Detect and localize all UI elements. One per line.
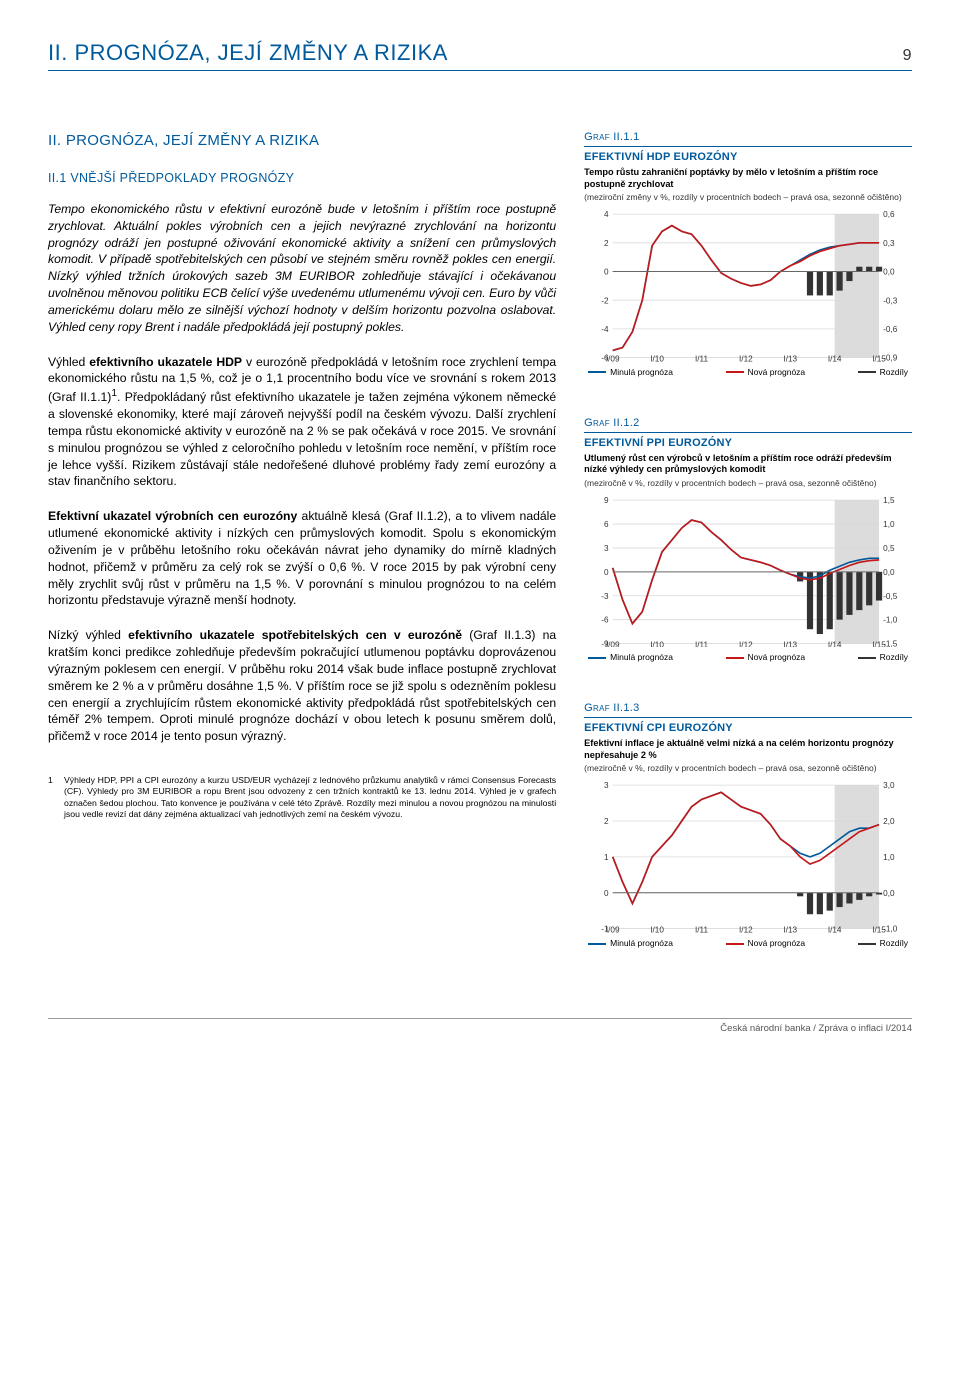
svg-text:I/11: I/11 — [695, 355, 708, 362]
svg-text:I/14: I/14 — [828, 926, 842, 933]
svg-text:I/14: I/14 — [828, 640, 842, 647]
svg-text:I/10: I/10 — [650, 640, 664, 647]
svg-text:-6: -6 — [601, 615, 609, 624]
footnote-num: 1 — [48, 775, 64, 820]
svg-text:3: 3 — [604, 544, 609, 553]
svg-text:9: 9 — [604, 496, 609, 505]
svg-text:I/13: I/13 — [784, 640, 798, 647]
svg-text:-0,3: -0,3 — [883, 296, 898, 305]
chart-note: (meziročně v %, rozdíly v procentních bo… — [584, 763, 912, 773]
svg-text:3: 3 — [604, 782, 609, 791]
svg-text:0,3: 0,3 — [883, 239, 895, 248]
paragraph-3: Efektivní ukazatel výrobních cen eurozón… — [48, 508, 556, 609]
chart-legend: Minulá prognóza Nová prognóza Rozdíly — [584, 938, 912, 948]
svg-text:I/15: I/15 — [872, 355, 886, 362]
intro-paragraph: Tempo ekonomického růstu v efektivní eur… — [48, 202, 556, 334]
svg-text:I/13: I/13 — [784, 355, 798, 362]
subsection-title: II.1 VNĚJŠÍ PŘEDPOKLADY PROGNÓZY — [48, 170, 556, 187]
svg-text:4: 4 — [604, 210, 609, 219]
svg-text:I/10: I/10 — [650, 926, 664, 933]
chart-3: Graf II.1.3 EFEKTIVNÍ CPI EUROZÓNY Efekt… — [584, 702, 912, 948]
chart-note: (meziročně v %, rozdíly v procentních bo… — [584, 478, 912, 488]
svg-text:-2: -2 — [601, 296, 609, 305]
chart-subtitle: Tempo růstu zahraniční poptávky by mělo … — [584, 167, 912, 190]
chart-title: EFEKTIVNÍ HDP EUROZÓNY — [584, 151, 912, 163]
svg-text:0,0: 0,0 — [883, 568, 895, 577]
legend-diff: Rozdíly — [858, 938, 908, 948]
svg-text:I/15: I/15 — [872, 926, 886, 933]
svg-text:0,0: 0,0 — [883, 889, 895, 898]
chart-code: Graf II.1.1 — [584, 131, 912, 143]
legend-prev: Minulá prognóza — [588, 652, 673, 662]
legend-prev: Minulá prognóza — [588, 938, 673, 948]
svg-text:1: 1 — [604, 853, 609, 862]
chart-1: Graf II.1.1 EFEKTIVNÍ HDP EUROZÓNY Tempo… — [584, 131, 912, 377]
chart-title: EFEKTIVNÍ CPI EUROZÓNY — [584, 722, 912, 734]
svg-text:0: 0 — [604, 568, 609, 577]
legend-diff: Rozdíly — [858, 367, 908, 377]
legend-new: Nová prognóza — [726, 652, 806, 662]
svg-text:I/11: I/11 — [695, 640, 708, 647]
right-column: Graf II.1.1 EFEKTIVNÍ HDP EUROZÓNY Tempo… — [584, 131, 912, 988]
svg-text:1,0: 1,0 — [883, 853, 895, 862]
svg-text:I/10: I/10 — [650, 355, 664, 362]
svg-text:2,0: 2,0 — [883, 817, 895, 826]
svg-text:I/15: I/15 — [872, 640, 886, 647]
left-column: II. PROGNÓZA, JEJÍ ZMĚNY A RIZIKA II.1 V… — [48, 131, 556, 988]
svg-text:I/12: I/12 — [739, 926, 753, 933]
svg-text:2: 2 — [604, 817, 609, 826]
legend-new: Nová prognóza — [726, 367, 806, 377]
svg-text:I/13: I/13 — [784, 926, 798, 933]
svg-text:I/09: I/09 — [606, 355, 620, 362]
chart-code: Graf II.1.3 — [584, 702, 912, 714]
svg-text:I/09: I/09 — [606, 926, 620, 933]
svg-text:-3: -3 — [601, 592, 609, 601]
legend-new: Nová prognóza — [726, 938, 806, 948]
svg-text:I/14: I/14 — [828, 355, 842, 362]
footnote: 1 Výhledy HDP, PPI a CPI eurozóny a kurz… — [48, 775, 556, 820]
svg-text:0,5: 0,5 — [883, 544, 895, 553]
chart-2: Graf II.1.2 EFEKTIVNÍ PPI EUROZÓNY Utlum… — [584, 417, 912, 663]
footer: Česká národní banka / Zpráva o inflaci I… — [48, 1018, 912, 1034]
chart-legend: Minulá prognóza Nová prognóza Rozdíly — [584, 367, 912, 377]
svg-text:I/11: I/11 — [695, 926, 708, 933]
svg-text:0: 0 — [604, 889, 609, 898]
svg-text:-0,6: -0,6 — [883, 325, 898, 334]
svg-text:1,0: 1,0 — [883, 520, 895, 529]
svg-text:2: 2 — [604, 239, 609, 248]
svg-text:0,0: 0,0 — [883, 268, 895, 277]
svg-text:1,5: 1,5 — [883, 496, 895, 505]
svg-text:-1,0: -1,0 — [883, 615, 898, 624]
svg-text:0,6: 0,6 — [883, 210, 895, 219]
page-number: 9 — [903, 47, 912, 65]
footnote-text: Výhledy HDP, PPI a CPI eurozóny a kurzu … — [64, 775, 556, 820]
chart-note: (meziroční změny v %, rozdíly v procentn… — [584, 192, 912, 202]
page-header: II. PROGNÓZA, JEJÍ ZMĚNY A RIZIKA 9 — [48, 40, 912, 71]
paragraph-2: Výhled efektivního ukazatele HDP v euroz… — [48, 354, 556, 491]
chart-subtitle: Utlumený růst cen výrobců v letošním a p… — [584, 453, 912, 476]
chart-title: EFEKTIVNÍ PPI EUROZÓNY — [584, 437, 912, 449]
svg-text:I/09: I/09 — [606, 640, 620, 647]
svg-text:-4: -4 — [601, 325, 609, 334]
legend-diff: Rozdíly — [858, 652, 908, 662]
svg-text:I/12: I/12 — [739, 355, 753, 362]
chart-legend: Minulá prognóza Nová prognóza Rozdíly — [584, 652, 912, 662]
svg-text:3,0: 3,0 — [883, 782, 895, 791]
section-title: II. PROGNÓZA, JEJÍ ZMĚNY A RIZIKA — [48, 131, 556, 152]
header-title: II. PROGNÓZA, JEJÍ ZMĚNY A RIZIKA — [48, 40, 448, 66]
chart-subtitle: Efektivní inflace je aktuálně velmi nízk… — [584, 738, 912, 761]
svg-text:I/12: I/12 — [739, 640, 753, 647]
svg-text:0: 0 — [604, 268, 609, 277]
svg-text:6: 6 — [604, 520, 609, 529]
legend-prev: Minulá prognóza — [588, 367, 673, 377]
paragraph-4: Nízký výhled efektivního ukazatele spotř… — [48, 627, 556, 745]
svg-text:-0,5: -0,5 — [883, 592, 898, 601]
chart-code: Graf II.1.2 — [584, 417, 912, 429]
